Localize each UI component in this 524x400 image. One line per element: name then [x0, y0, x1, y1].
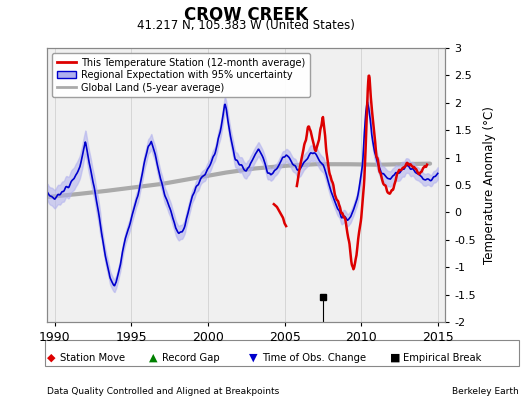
- Text: ▼: ▼: [249, 353, 257, 363]
- Text: Data Quality Controlled and Aligned at Breakpoints: Data Quality Controlled and Aligned at B…: [47, 387, 279, 396]
- Text: Empirical Break: Empirical Break: [403, 353, 482, 363]
- Text: 41.217 N, 105.383 W (United States): 41.217 N, 105.383 W (United States): [137, 19, 355, 32]
- Text: Berkeley Earth: Berkeley Earth: [452, 387, 519, 396]
- Text: ▲: ▲: [149, 353, 158, 363]
- Legend: This Temperature Station (12-month average), Regional Expectation with 95% uncer: This Temperature Station (12-month avera…: [52, 53, 310, 98]
- Text: Record Gap: Record Gap: [162, 353, 220, 363]
- Text: Time of Obs. Change: Time of Obs. Change: [262, 353, 366, 363]
- Y-axis label: Temperature Anomaly (°C): Temperature Anomaly (°C): [483, 106, 496, 264]
- Text: Station Move: Station Move: [60, 353, 125, 363]
- Text: ■: ■: [390, 353, 401, 363]
- Text: ◆: ◆: [47, 353, 56, 363]
- Text: CROW CREEK: CROW CREEK: [184, 6, 308, 24]
